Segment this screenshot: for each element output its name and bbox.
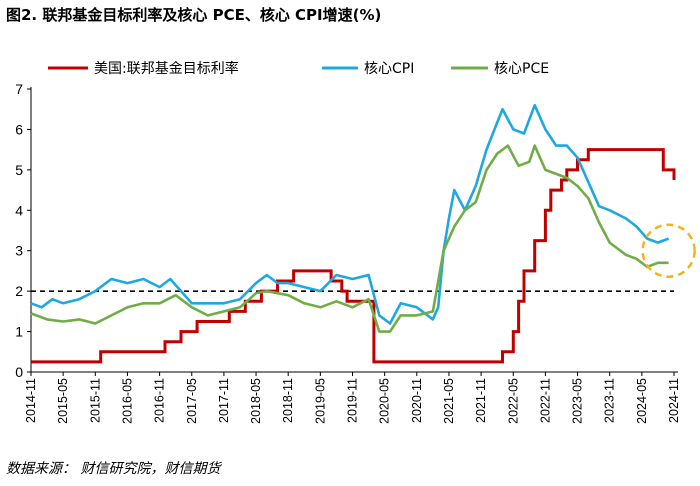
x-tick-label: 2022-05 bbox=[506, 378, 520, 424]
x-tick-label: 2020-05 bbox=[378, 378, 392, 424]
chart-title: 图2. 联邦基金目标利率及核心 PCE、核心 CPI增速(%) bbox=[6, 6, 382, 24]
x-tick-label: 2024-05 bbox=[635, 378, 649, 424]
legend-label: 美国:联邦基金目标利率 bbox=[94, 60, 239, 77]
x-tick-label: 2014-11 bbox=[24, 378, 38, 423]
x-tick-label: 2016-05 bbox=[120, 378, 134, 424]
y-tick-label: 2 bbox=[15, 283, 23, 299]
x-tick-label: 2019-05 bbox=[313, 378, 327, 424]
legend-label: 核心CPI bbox=[364, 61, 414, 77]
y-tick-label: 1 bbox=[15, 324, 23, 340]
y-tick-label: 6 bbox=[15, 121, 23, 137]
chart-axes: 0 1 2 3 4 5 6 7 2014-11 2015-05 2015-11 2016-05 2016… bbox=[15, 81, 681, 424]
y-tick-label: 4 bbox=[15, 202, 23, 218]
x-tick-label: 2021-05 bbox=[442, 378, 456, 424]
x-tick-label: 2023-05 bbox=[571, 378, 585, 424]
x-tick-label: 2023-11 bbox=[603, 378, 617, 423]
highlight-circle bbox=[641, 223, 696, 278]
x-tick-label: 2016-11 bbox=[153, 378, 167, 423]
x-tick-label: 2017-11 bbox=[217, 378, 231, 423]
data-source-note: 数据来源： 财信研究院，财信期货 bbox=[6, 461, 221, 477]
fed-funds-rate-line bbox=[31, 148, 676, 364]
x-tick-label: 2021-11 bbox=[474, 378, 488, 423]
x-tick-label: 2015-11 bbox=[88, 378, 102, 423]
y-tick-label: 3 bbox=[15, 243, 23, 259]
x-tick-label: 2017-05 bbox=[185, 378, 199, 424]
x-tick-label: 2020-11 bbox=[410, 378, 424, 423]
legend-item-core-pce: 核心PCE bbox=[451, 61, 549, 77]
x-tick-label: 2018-05 bbox=[249, 378, 263, 424]
x-tick-label: 2024-11 bbox=[667, 378, 681, 423]
y-tick-label: 5 bbox=[15, 162, 23, 178]
x-tick-label: 2022-11 bbox=[538, 378, 552, 423]
x-tick-label: 2015-05 bbox=[56, 378, 70, 424]
legend-label: 核心PCE bbox=[494, 61, 549, 77]
y-tick-label: 0 bbox=[15, 364, 23, 380]
y-tick-label: 7 bbox=[15, 81, 23, 97]
legend-item-fed-funds-rate: 美国:联邦基金目标利率 bbox=[48, 60, 239, 77]
chart-plot-area bbox=[30, 103, 696, 364]
chart-legend: 美国:联邦基金目标利率 核心CPI 核心PCE bbox=[48, 60, 549, 77]
core-cpi-line bbox=[30, 103, 670, 325]
legend-item-core-cpi: 核心CPI bbox=[322, 61, 414, 77]
x-tick-label: 2019-11 bbox=[346, 378, 360, 423]
core-pce-line bbox=[30, 144, 669, 333]
x-tick-label: 2018-11 bbox=[281, 378, 295, 423]
